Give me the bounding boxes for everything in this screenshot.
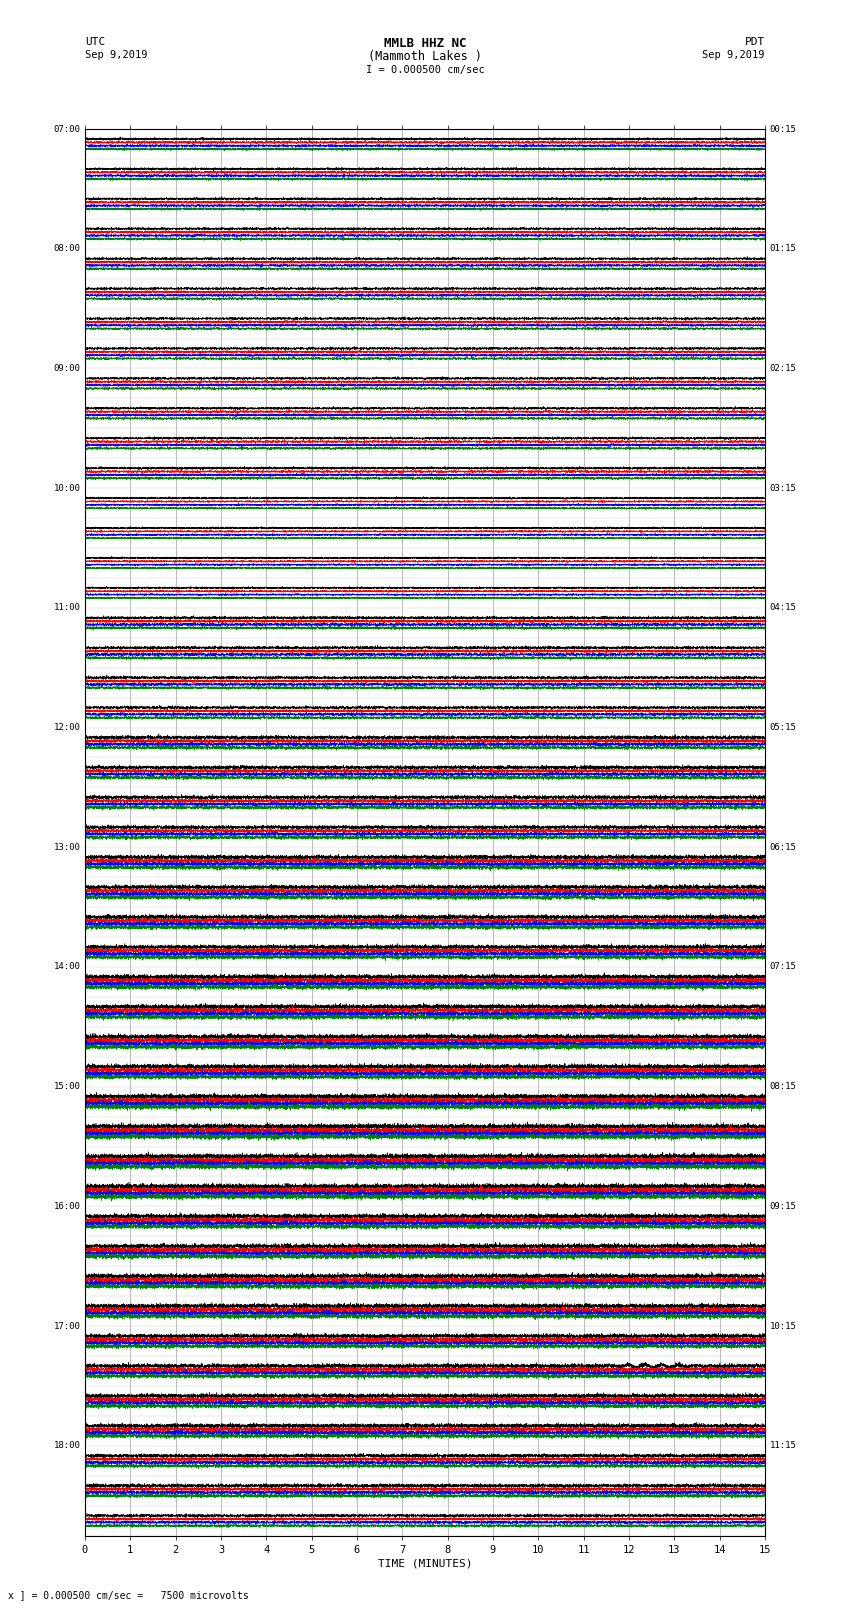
Text: 01:15: 01:15: [770, 244, 796, 253]
Text: 09:15: 09:15: [770, 1202, 796, 1211]
Text: 17:00: 17:00: [54, 1321, 80, 1331]
Text: 05:15: 05:15: [770, 723, 796, 732]
Text: 11:00: 11:00: [54, 603, 80, 613]
Text: x ] = 0.000500 cm/sec =   7500 microvolts: x ] = 0.000500 cm/sec = 7500 microvolts: [8, 1590, 249, 1600]
Text: UTC: UTC: [85, 37, 105, 47]
Text: 09:00: 09:00: [54, 365, 80, 373]
Text: 04:15: 04:15: [770, 603, 796, 613]
Text: (Mammoth Lakes ): (Mammoth Lakes ): [368, 50, 482, 63]
Text: 06:15: 06:15: [770, 842, 796, 852]
Text: 02:15: 02:15: [770, 365, 796, 373]
Text: 11:15: 11:15: [770, 1442, 796, 1450]
Text: 08:00: 08:00: [54, 244, 80, 253]
Text: 13:00: 13:00: [54, 842, 80, 852]
Text: 10:15: 10:15: [770, 1321, 796, 1331]
Text: 12:00: 12:00: [54, 723, 80, 732]
Text: MMLB HHZ NC: MMLB HHZ NC: [383, 37, 467, 50]
Text: 00:15: 00:15: [770, 124, 796, 134]
Text: 10:00: 10:00: [54, 484, 80, 492]
Text: 07:15: 07:15: [770, 963, 796, 971]
Text: 14:00: 14:00: [54, 963, 80, 971]
Text: Sep 9,2019: Sep 9,2019: [702, 50, 765, 60]
X-axis label: TIME (MINUTES): TIME (MINUTES): [377, 1558, 473, 1569]
Text: I = 0.000500 cm/sec: I = 0.000500 cm/sec: [366, 65, 484, 74]
Text: 18:00: 18:00: [54, 1442, 80, 1450]
Text: 16:00: 16:00: [54, 1202, 80, 1211]
Text: 03:15: 03:15: [770, 484, 796, 492]
Text: 08:15: 08:15: [770, 1082, 796, 1090]
Text: 07:00: 07:00: [54, 124, 80, 134]
Text: PDT: PDT: [745, 37, 765, 47]
Text: Sep 9,2019: Sep 9,2019: [85, 50, 148, 60]
Text: 15:00: 15:00: [54, 1082, 80, 1090]
